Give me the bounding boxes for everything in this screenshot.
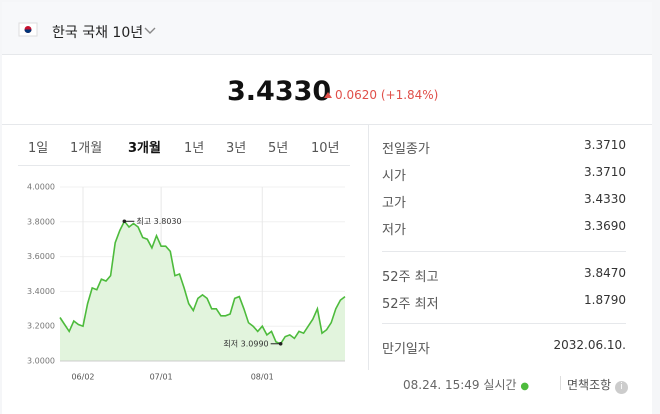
y-tick-label: 3.8000 (27, 217, 55, 226)
y-tick-label: 3.2000 (27, 322, 55, 331)
y-tick-label: 3.6000 (27, 252, 55, 261)
tab[interactable]: 3개월 (128, 141, 161, 156)
tab[interactable]: 1개월 (70, 141, 103, 156)
y-tick-label: 3.0000 (27, 357, 55, 366)
chart: 3.0000 3.2000 3.4000 3.6000 3.8000 4.0000 06/0… (27, 183, 346, 382)
stat-label: 52주 최저 (382, 297, 439, 312)
y-tick-label: 3.4000 (27, 287, 55, 296)
divider (382, 323, 626, 324)
title[interactable]: 한국 국채 10년 (52, 25, 144, 41)
stat-label: 전일종가 (382, 142, 430, 157)
x-tick-label: 07/01 (150, 373, 173, 382)
x-tick-label: 08/01 (251, 373, 274, 382)
x-tick-label: 06/02 (71, 373, 94, 382)
stat-label: 고가 (382, 196, 406, 211)
dropdown-chevron[interactable] (143, 24, 157, 38)
tab[interactable]: 1일 (28, 141, 49, 156)
stat-value: 3.4330 (584, 192, 626, 206)
footer-time: 08.24. 15:49 실시간 ● (403, 376, 529, 393)
divider (382, 251, 626, 252)
tab-bar: 1일 1개월 3개월 1년 3년 5년 10년 (18, 135, 350, 166)
extreme-point (122, 219, 127, 224)
stat-value: 1.8790 (584, 293, 626, 307)
disclaimer[interactable]: 면책조항 i (567, 376, 628, 394)
price: 3.4330 (227, 76, 332, 107)
change-value: 0.0620 (335, 88, 377, 102)
stat-label: 만기일자 (382, 342, 430, 357)
realtime: 실시간 (483, 378, 517, 392)
stat-value: 3.3690 (584, 219, 626, 233)
line (59, 219, 346, 345)
up-arrow (324, 92, 332, 98)
change-pct: (+1.84%) (380, 88, 439, 102)
stats-table: 전일종가 3.3710 시가 3.3710 고가 3.4330 저가 3.3690 52주 최고… (382, 138, 626, 363)
flag-icon (18, 22, 38, 37)
tab[interactable]: 3년 (226, 141, 247, 156)
stat-value: 3.3710 (584, 165, 626, 179)
divider (2, 124, 652, 125)
disclaimer-text[interactable]: 면책조항 (567, 378, 612, 392)
area (60, 221, 345, 361)
annotation: 최고 3.8030 (136, 216, 181, 226)
info-icon[interactable]: i (615, 381, 628, 394)
tab[interactable]: 1년 (184, 141, 205, 156)
stat-value: 2032.06.10. (553, 338, 626, 352)
stat-label: 시가 (382, 169, 406, 184)
stat-label: 52주 최고 (382, 270, 439, 285)
separator (560, 376, 561, 390)
time: 08.24. 15:49 (403, 378, 480, 392)
stat-label: 저가 (382, 223, 406, 238)
change: 0.0620 (+1.84%) (335, 88, 438, 102)
y-tick-label: 4.0000 (27, 183, 55, 192)
stat-value: 3.3710 (584, 138, 626, 152)
stat-value: 3.8470 (584, 266, 626, 280)
tab[interactable]: 10년 (311, 141, 340, 156)
divider (368, 125, 369, 370)
tab[interactable]: 5년 (268, 141, 289, 156)
annotation: 최저 3.0990 (223, 338, 268, 348)
header-bar (2, 2, 652, 55)
extreme-point (278, 341, 283, 346)
live-dot: ● (520, 381, 530, 392)
